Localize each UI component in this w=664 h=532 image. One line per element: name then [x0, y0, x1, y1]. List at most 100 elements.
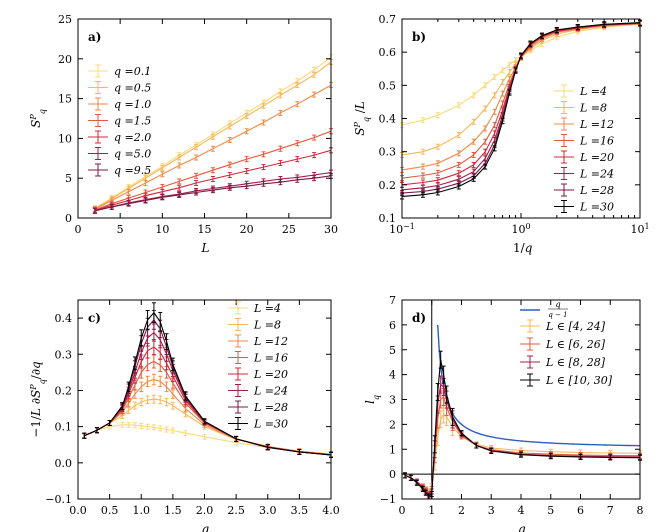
y-tick-label: 0.1	[55, 421, 73, 434]
y-axis-label-part: l	[363, 400, 377, 404]
y-tick-label: 0.0	[55, 457, 73, 470]
legend-label: L ∈ [6, 26]	[545, 338, 606, 351]
series-L-28	[82, 310, 333, 458]
y-axis-label-part: P	[353, 122, 362, 129]
y-axis-label-part: 1	[29, 420, 43, 428]
panel-label: b)	[412, 30, 426, 44]
series-L-6-26-	[402, 388, 642, 498]
y-axis-label: −1/L ∂SPq/∂q	[29, 361, 47, 438]
legend-label: L =20	[253, 368, 288, 381]
y-axis-label-part: /	[353, 108, 367, 117]
y-axis-label: lq	[363, 395, 381, 404]
legend: L =4 L =8 L =12 L =16 L =20 L =24 L =28 L =30	[554, 84, 614, 214]
y-tick-label: 0	[389, 468, 396, 481]
legend-label: L =24	[579, 168, 614, 181]
y-axis-label-part: q	[29, 361, 43, 369]
x-axis-label-part: L	[201, 241, 210, 255]
series-line	[84, 331, 332, 456]
legend-label: L =4	[253, 302, 281, 315]
x-tick-label: 0.0	[69, 504, 87, 517]
x-tick-exponent: 0	[525, 222, 530, 231]
series-line	[84, 379, 332, 456]
theory-curve-q-over-q-minus-1	[437, 324, 640, 447]
y-axis-label-part: S	[29, 390, 43, 398]
x-tick-label: 25	[282, 223, 296, 236]
y-axis-label-part: /∂	[29, 369, 43, 379]
y-axis-label-part: L	[29, 408, 43, 417]
panel-b: 10−1 100 1010.10.20.30.40.50.60.7b)1/qSPq …	[353, 13, 650, 255]
x-tick-label: 1.5	[164, 504, 182, 517]
legend-label: L =30	[253, 418, 288, 431]
y-tick-label: 3	[389, 394, 396, 407]
legend-label: q =1.5	[114, 115, 151, 128]
legend-label: q =2.0	[114, 131, 151, 144]
series-L-12	[82, 373, 333, 458]
y-axis-label-part: −	[29, 428, 43, 438]
y-axis-label-part: P	[29, 384, 38, 391]
y-tick-label: 0.2	[55, 384, 73, 397]
x-axis-label-part: q	[202, 522, 210, 532]
series-q-1-0	[92, 82, 333, 213]
x-tick-label: 5	[547, 504, 554, 517]
x-tick-label: 4	[518, 504, 525, 517]
y-tick-label: 5	[65, 172, 72, 185]
x-axis-label-part: q	[518, 522, 526, 532]
y-axis-label-part: /	[29, 415, 43, 420]
x-tick-label: 3	[488, 504, 495, 517]
y-axis-label-part: q	[362, 117, 371, 122]
legend-label: L =30	[579, 201, 614, 214]
x-tick-label: 0.5	[101, 504, 119, 517]
y-tick-label: 10	[58, 132, 72, 145]
legend: q =0.1 q =0.5 q =1.0 q =1.5 q =2.0 q =5.0 q =9…	[88, 64, 151, 177]
legend-label: L ∈ [10, 30]	[545, 374, 613, 387]
x-tick-label: 7	[607, 504, 614, 517]
y-axis-label-part: ∂	[29, 398, 43, 408]
legend-label: L =12	[253, 335, 288, 348]
y-tick-label: 6	[389, 319, 396, 332]
y-axis-label-part: q	[372, 395, 381, 400]
y-tick-label: 25	[58, 13, 72, 26]
x-axis-label: L	[201, 241, 210, 255]
panel-c: 0.0 0.5 1.0 1.5 2.0 2.5 3.0 3.5 4.0−0.10.00.10.2…	[29, 299, 340, 532]
y-tick-label: 0.4	[379, 113, 397, 126]
y-axis-label: SPq /L	[353, 101, 371, 136]
x-axis-label: q	[202, 522, 210, 532]
legend-label: L ∈ [4, 24]	[545, 320, 606, 333]
legend-label: q =1.0	[114, 98, 151, 111]
x-tick-label: 3.0	[259, 504, 277, 517]
y-tick-label: 0.1	[379, 212, 397, 225]
y-axis-label-part: S	[29, 120, 43, 128]
legend-theory-denominator: q − 1	[548, 311, 567, 319]
x-axis-label: q	[518, 522, 526, 532]
x-tick-label: 100	[511, 222, 530, 237]
legend-theory-numerator: q	[555, 300, 560, 309]
x-tick-label: 10	[155, 223, 169, 236]
legend-label: L ∈ [8, 28]	[545, 356, 606, 369]
series-L-20	[82, 339, 333, 458]
panel-label: a)	[88, 30, 101, 44]
y-axis-label: SPq	[29, 109, 47, 128]
x-tick-label: 15	[198, 223, 212, 236]
series-L-4	[400, 21, 642, 129]
y-tick-label: 7	[389, 294, 396, 307]
x-axis-label-part: q	[525, 241, 533, 255]
legend-label: q =0.1	[114, 65, 151, 78]
y-tick-label: 5	[389, 344, 396, 357]
y-axis-label-part: q	[38, 109, 47, 114]
x-tick-label: 0	[399, 504, 406, 517]
x-tick-label: 3.5	[291, 504, 309, 517]
series-L-30	[82, 302, 333, 458]
x-tick-label: 101	[630, 222, 649, 237]
y-tick-label: 0.3	[55, 348, 73, 361]
y-tick-label: 20	[58, 53, 72, 66]
x-tick-exponent: −1	[403, 222, 415, 231]
legend-label: L =28	[579, 184, 614, 197]
y-tick-label: −0.1	[45, 493, 72, 506]
y-tick-label: 4	[389, 369, 396, 382]
y-tick-label: 1	[389, 443, 396, 456]
legend-label: L =16	[253, 352, 288, 365]
plot-frame	[77, 299, 332, 500]
series-q-9-5	[92, 172, 333, 214]
